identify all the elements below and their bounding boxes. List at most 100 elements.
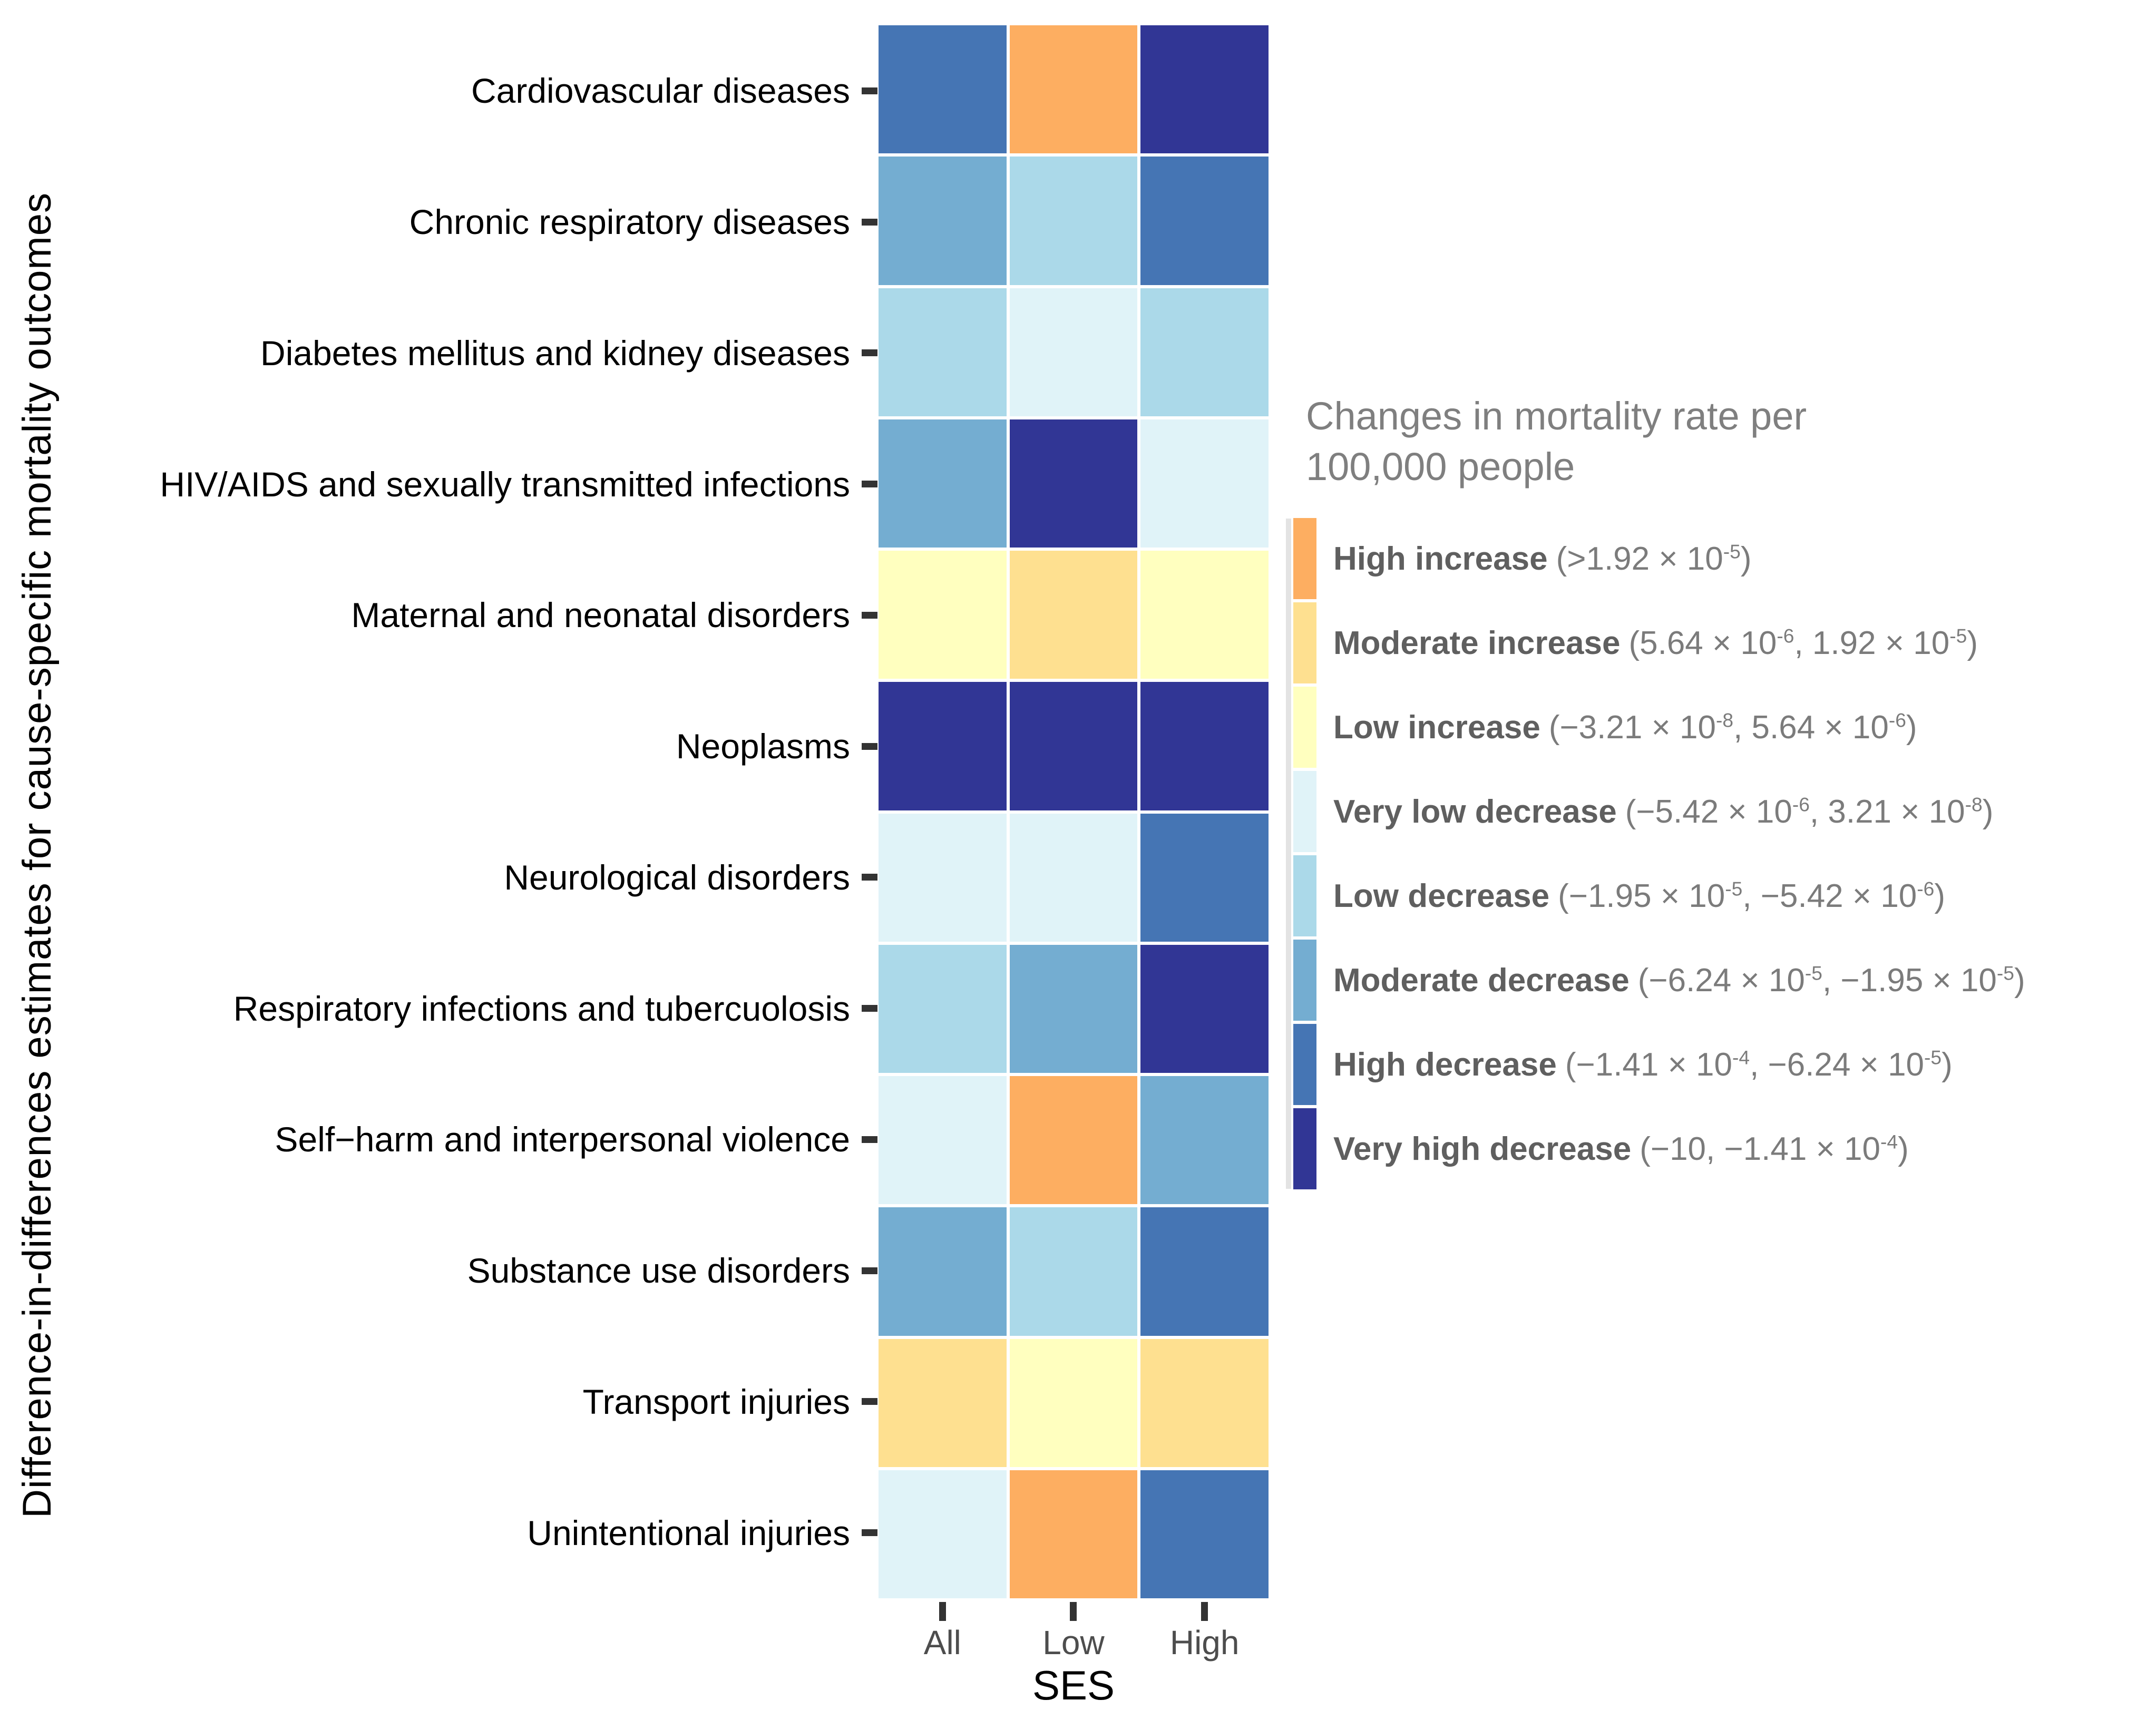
x-tick-label: Low (1042, 1624, 1105, 1662)
y-axis-tick (862, 874, 877, 881)
heatmap-cell (1140, 551, 1269, 679)
legend-entry: Moderate increase (5.64 × 10-6, 1.92 × 10… (1286, 601, 2156, 685)
legend-title-line2: 100,000 people (1306, 445, 1575, 488)
legend-entry-range: (−1.95 × 10-5, −5.42 × 10-6) (1558, 877, 1946, 914)
x-axis-tick-wrap (1140, 1602, 1269, 1621)
heatmap-cell (879, 288, 1007, 416)
legend-label: Very high decrease (−10, −1.41 × 10-4) (1333, 1130, 1909, 1168)
x-axis-title: SES (1032, 1662, 1115, 1708)
legend-entry-name: Moderate decrease (1333, 962, 1630, 999)
heatmap-cell (1009, 682, 1138, 810)
x-axis-tick-wrap (1010, 1602, 1138, 1621)
legend-entry-range: (−10, −1.41 × 10-4) (1640, 1130, 1909, 1167)
x-axis-tick (939, 1602, 946, 1621)
legend-entry: High decrease (−1.41 × 10-4, −6.24 × 10-5… (1286, 1022, 2156, 1107)
heatmap-cell (879, 1470, 1007, 1598)
legend-swatch (1293, 771, 1316, 852)
heatmap-cell (1140, 1207, 1269, 1336)
legend-entry-name: Very low decrease (1333, 793, 1617, 830)
row-label: Chronic respiratory diseases (409, 202, 850, 242)
legend-entry-name: High increase (1333, 540, 1548, 577)
row-label: Neoplasms (676, 727, 850, 766)
row-label-cell: Maternal and neonatal disorders (69, 550, 877, 681)
y-axis-tick (862, 481, 877, 488)
legend-axis-strip (1286, 519, 1291, 1189)
heatmap-cell (1140, 813, 1269, 942)
row-label: Neurological disorders (504, 857, 850, 897)
y-axis-tick (862, 1005, 877, 1012)
heatmap-cell (1009, 25, 1138, 154)
legend-label: Moderate increase (5.64 × 10-6, 1.92 × 10… (1333, 624, 1978, 662)
x-axis-tick-wrap (879, 1602, 1007, 1621)
heatmap-cell (879, 551, 1007, 679)
row-label: Maternal and neonatal disorders (351, 595, 850, 635)
legend-label: High increase (>1.92 × 10-5) (1333, 540, 1752, 578)
y-axis-tick (862, 1398, 877, 1405)
legend-label: Very low decrease (−5.42 × 10-6, 3.21 × 1… (1333, 793, 1993, 830)
legend-entry: High increase (>1.92 × 10-5) (1286, 516, 2156, 601)
row-label-cell: Neoplasms (69, 681, 877, 812)
row-label: HIV/AIDS and sexually transmitted infect… (160, 464, 850, 504)
y-axis-tick (862, 611, 877, 619)
legend-entry-range: (−1.41 × 10-4, −6.24 × 10-5) (1565, 1045, 1953, 1083)
heatmap-cell (1009, 157, 1138, 285)
heatmap-cell (1140, 288, 1269, 416)
legend-entries: High increase (>1.92 × 10-5) Moderate incr… (1286, 516, 2156, 1191)
row-label: Unintentional injuries (527, 1513, 850, 1552)
row-label-cell: Cardiovascular diseases (69, 25, 877, 157)
heatmap-cell (1009, 1338, 1138, 1467)
heatmap-grid (879, 25, 1269, 1598)
row-label-cell: Neurological disorders (69, 812, 877, 943)
heatmap-cell (1140, 944, 1269, 1073)
heatmap-cell (1009, 813, 1138, 942)
heatmap-cell (879, 419, 1007, 548)
heatmap-cell (1140, 1076, 1269, 1205)
heatmap-cell (879, 1338, 1007, 1467)
legend-entry-range: (−3.21 × 10-8, 5.64 × 10-6) (1548, 708, 1917, 746)
legend-label: Low increase (−3.21 × 10-8, 5.64 × 10-6) (1333, 709, 1917, 746)
legend-entry: Low decrease (−1.95 × 10-5, −5.42 × 10-6) (1286, 854, 2156, 938)
y-axis-tick (862, 1529, 877, 1537)
x-tick-label: High (1169, 1624, 1240, 1662)
legend-swatch (1293, 687, 1316, 768)
legend-entry: Low increase (−3.21 × 10-8, 5.64 × 10-6) (1286, 685, 2156, 769)
heatmap-cell (1009, 1076, 1138, 1205)
legend-label: High decrease (−1.41 × 10-4, −6.24 × 10-5… (1333, 1046, 1953, 1083)
legend-entry-name: Moderate increase (1333, 624, 1621, 661)
heatmap-cell (1140, 419, 1269, 548)
heatmap-cell (1140, 1470, 1269, 1598)
row-label: Self−harm and interpersonal violence (275, 1120, 850, 1159)
row-label: Respiratory infections and tubercuolosis (233, 989, 850, 1028)
y-axis-tick (862, 349, 877, 357)
legend-swatch (1293, 1024, 1316, 1105)
legend-swatch (1293, 518, 1316, 599)
heatmap-cell (879, 1076, 1007, 1205)
y-axis-title-text: Difference-in-differences estimates for … (14, 192, 60, 1518)
heatmap-cell (1140, 682, 1269, 810)
legend-entry-name: Low decrease (1333, 877, 1550, 914)
legend-swatch (1293, 940, 1316, 1021)
heatmap-cell (1009, 551, 1138, 679)
row-label-cell: Transport injuries (69, 1336, 877, 1468)
legend-entry-name: Very high decrease (1333, 1130, 1632, 1167)
heatmap-cell (1009, 1470, 1138, 1598)
legend-entry: Very low decrease (−5.42 × 10-6, 3.21 × 1… (1286, 769, 2156, 854)
row-label: Substance use disorders (467, 1251, 850, 1291)
heatmap-cell (1140, 157, 1269, 285)
legend-title-line1: Changes in mortality rate per (1306, 394, 1807, 438)
x-axis-ticks (879, 1602, 1269, 1621)
legend-swatch (1293, 602, 1316, 683)
legend-entry: Very high decrease (−10, −1.41 × 10-4) (1286, 1107, 2156, 1191)
heatmap-cell (1009, 419, 1138, 548)
heatmap-cell (1009, 944, 1138, 1073)
legend-entry-range: (−6.24 × 10-5, −1.95 × 10-5) (1637, 961, 2025, 999)
legend-entry-range: (>1.92 × 10-5) (1556, 540, 1752, 577)
legend-swatch (1293, 1108, 1316, 1189)
heatmap-cell (879, 1207, 1007, 1336)
row-label: Diabetes mellitus and kidney diseases (260, 333, 850, 373)
heatmap-cell (879, 813, 1007, 942)
row-label-cell: Respiratory infections and tubercuolosis (69, 943, 877, 1074)
legend-label: Low decrease (−1.95 × 10-5, −5.42 × 10-6) (1333, 877, 1945, 915)
heatmap-cell (879, 157, 1007, 285)
